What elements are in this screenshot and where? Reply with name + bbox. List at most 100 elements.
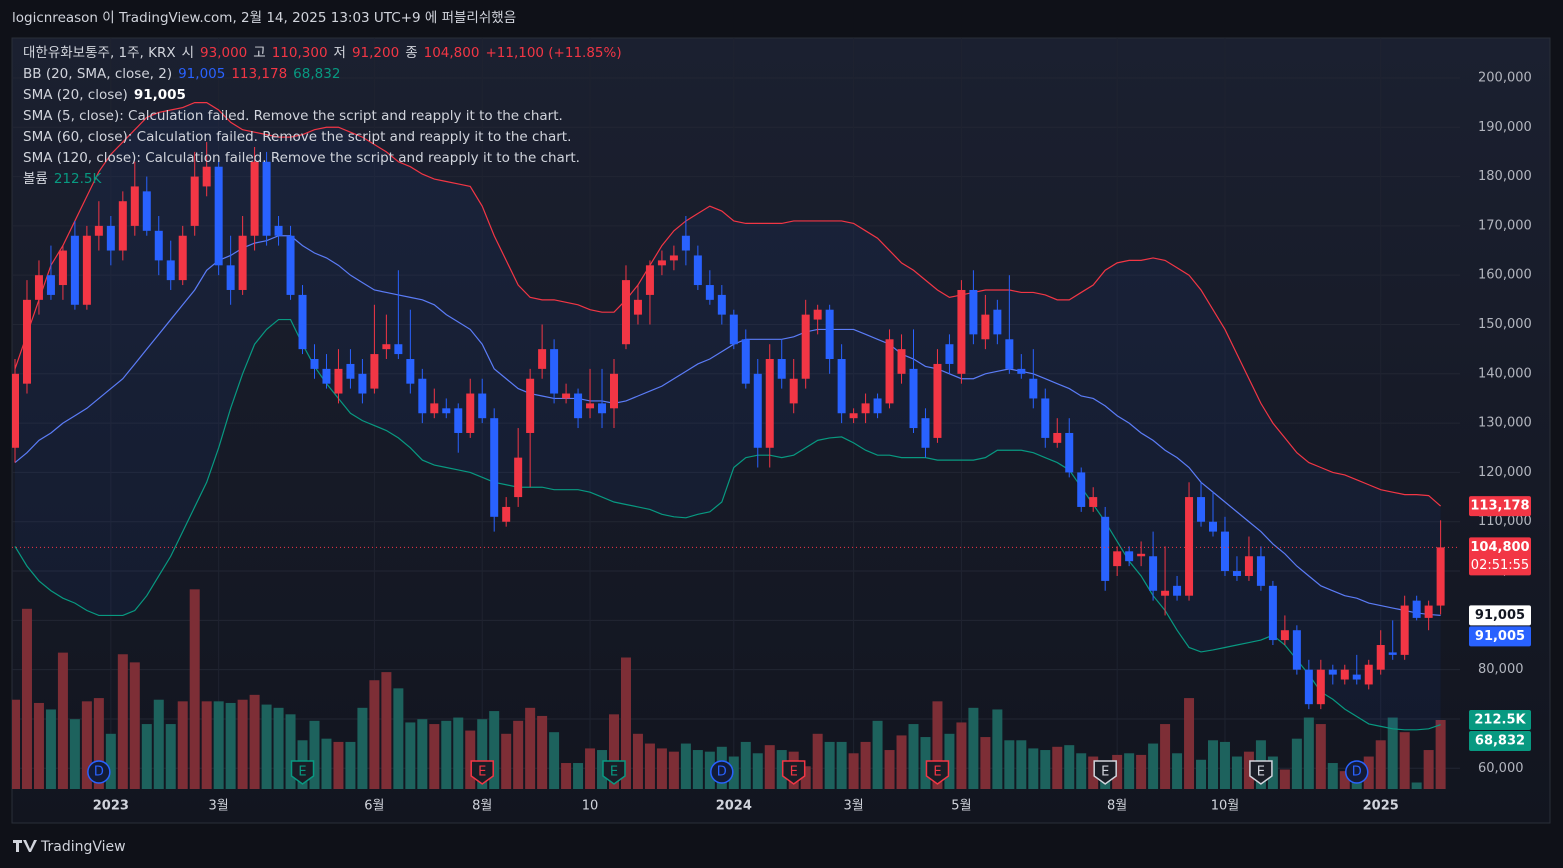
candle-body [154, 230, 163, 261]
volume-bar [501, 733, 512, 789]
volume-bar [800, 766, 811, 789]
volume-bar [1124, 753, 1135, 789]
candle-body [12, 373, 19, 448]
event-marker [781, 760, 806, 785]
volume-bar [129, 662, 140, 789]
y-tick-label: 80,000 [1478, 662, 1524, 677]
y-tick-label: 60,000 [1478, 761, 1524, 776]
price-tag-label: 91,005 [1475, 608, 1525, 623]
candle-body [274, 225, 283, 236]
volume-bar [489, 711, 500, 789]
y-tick-label: 160,000 [1478, 268, 1532, 283]
x-tick-label: 2024 [716, 799, 752, 814]
volume-bar [12, 699, 20, 789]
candle-body [957, 289, 966, 374]
volume-bar [1267, 756, 1278, 789]
candle-body [298, 294, 307, 350]
candle-body [166, 260, 175, 281]
candle-body [118, 201, 127, 251]
candle-body [1400, 605, 1409, 655]
volume-bar [333, 741, 344, 789]
volume-bar [381, 672, 392, 789]
candle-body [1041, 398, 1050, 438]
volume-bar [656, 748, 667, 789]
volume-bar [1315, 724, 1326, 789]
bb-line [14, 101, 1442, 507]
volume-bar [213, 701, 224, 789]
candle-body [849, 413, 858, 419]
legend-item: 볼륨 [23, 171, 48, 187]
volume-bar [836, 741, 847, 789]
event-label: E [478, 765, 486, 780]
candle-body [1220, 531, 1229, 572]
x-tick-label: 6월 [364, 799, 384, 814]
volume-bar [453, 717, 464, 789]
candle-body [1340, 669, 1349, 680]
x-tick-label: 8월 [1107, 799, 1127, 814]
volume-bar [93, 698, 104, 789]
legend-item: 시 [182, 45, 194, 61]
legend-row: BB (20, SMA, close, 2) 91,005 113,178 68,83… [23, 66, 340, 82]
legend-item: BB (20, SMA, close, 2) [23, 66, 172, 82]
candle-body [933, 363, 942, 438]
legend-row: SMA (20, close) 91,005 [23, 87, 186, 103]
candle-body [34, 275, 43, 300]
event-marker [87, 760, 111, 784]
x-tick-label: 2023 [93, 799, 129, 814]
candle-body [1197, 497, 1206, 522]
volume-bar [1327, 763, 1338, 789]
candle-body [1412, 600, 1421, 618]
candle-body [418, 378, 427, 414]
candle-body [310, 359, 319, 369]
volume-bar [1196, 759, 1207, 789]
volume-bar [884, 750, 895, 789]
volume-bar [45, 709, 56, 789]
volume-bar [393, 688, 404, 789]
volume-bar [956, 722, 967, 789]
candle-body [873, 398, 882, 414]
volume-bar [740, 741, 751, 789]
legend-item: 대한유화보통주, 1주, KRX [23, 45, 176, 61]
price-tag-label: 104,800 [1470, 540, 1529, 555]
candle-body [741, 339, 750, 384]
volume-bar [932, 701, 943, 789]
legend-item: 110,300 [272, 45, 328, 61]
volume-bar [1375, 740, 1386, 789]
event-marker [290, 760, 315, 785]
candle-body [454, 408, 463, 433]
volume-bar [597, 750, 608, 789]
candle-body [1113, 551, 1122, 567]
volume-bar [537, 715, 548, 789]
volume-bar [968, 707, 979, 789]
volume-bar [764, 745, 775, 789]
candle-body [1256, 556, 1265, 586]
volume-bar [417, 719, 428, 789]
legend-item: 104,800 [424, 45, 480, 61]
volume-bar [477, 719, 488, 789]
event-label: E [1101, 765, 1109, 780]
volume-bar [117, 654, 128, 789]
x-tick-label: 2025 [1363, 799, 1399, 814]
candle-body [789, 378, 798, 404]
candle-body [777, 359, 786, 379]
candle-body [1077, 472, 1086, 507]
legend-item: +11,100 (+11.85%) [485, 45, 621, 61]
candle-body [1209, 521, 1217, 532]
volume-bar [1040, 750, 1051, 789]
event-marker [470, 760, 494, 785]
candle-body [406, 359, 415, 384]
volume-bar [632, 733, 643, 789]
candle-body [610, 373, 618, 409]
volume-bar [908, 724, 919, 789]
candle-body [226, 265, 235, 290]
price-tag-label: 212.5K [1474, 713, 1526, 728]
candle-body [765, 359, 774, 448]
volume-bar [21, 608, 32, 789]
volume-bar [249, 694, 260, 789]
x-tick-label: 10 [582, 799, 599, 814]
legend-item: SMA (5, close): Calculation failed. Remo… [23, 108, 563, 124]
candle-body [1388, 652, 1397, 655]
volume-bar [165, 724, 176, 789]
volume-bar [1184, 698, 1195, 789]
event-label: E [933, 765, 941, 780]
